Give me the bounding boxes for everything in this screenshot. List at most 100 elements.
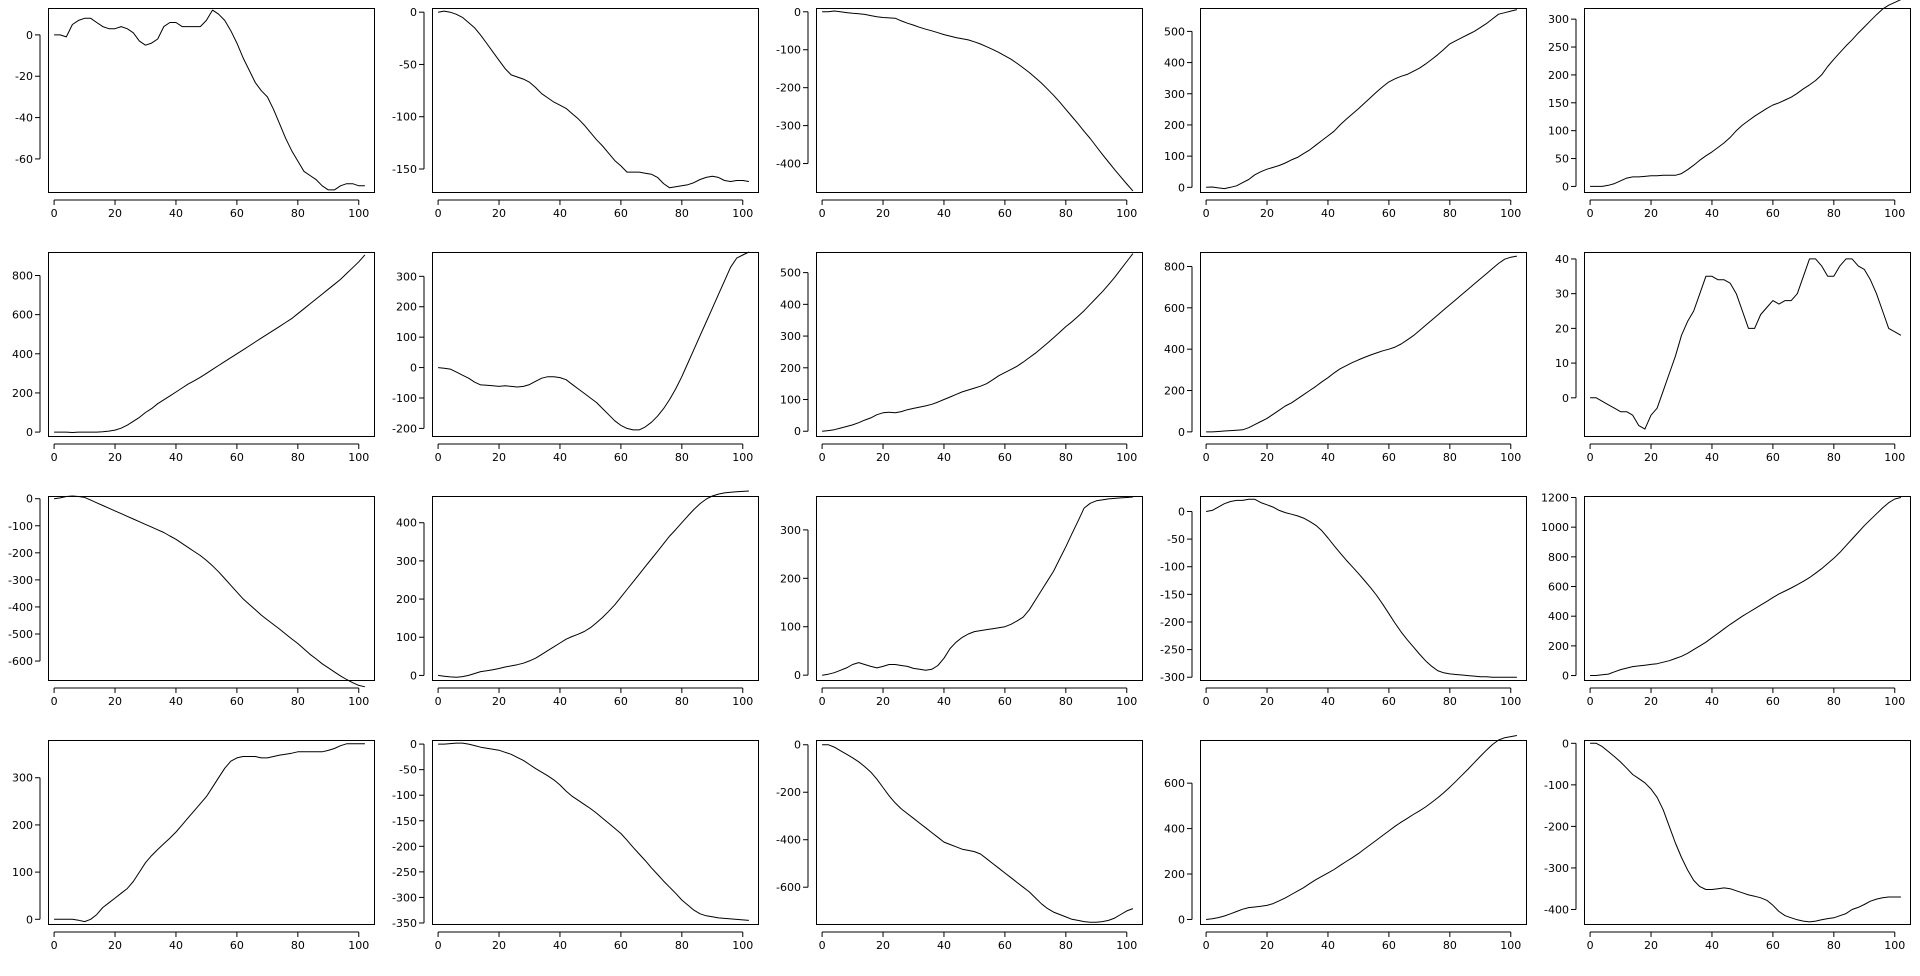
x-tick-label: 0 [819,207,826,220]
y-tick-label: -300 [1160,671,1185,684]
plot-frame [1200,496,1527,681]
x-tick-label: 80 [291,207,305,220]
line-chart-16: 0 20 40 60 80 100 0 100 200 300 [12,740,375,952]
line-chart-8: 0 20 40 60 80 100 0 100 200 300 400 500 [780,252,1143,464]
y-tick-label: 250 [1548,41,1569,54]
line-chart-3: 0 20 40 60 80 100 -400 -300 -200 -100 0 [776,6,1143,220]
x-tick-label: 60 [230,451,244,464]
x-tick-label: 100 [1500,695,1521,708]
y-tick-label: 10 [1555,357,1569,370]
x-tick-label: 100 [1884,207,1905,220]
plot-frame [48,740,375,925]
y-tick-label: 200 [1164,385,1185,398]
y-tick-label: 300 [1548,13,1569,26]
line-chart-19: 0 20 40 60 80 100 0 200 400 600 [1164,735,1527,952]
x-tick-label: 20 [876,939,890,952]
y-tick-label: 0 [1178,426,1185,439]
y-tick-label: -400 [776,158,801,171]
x-tick-label: 40 [937,207,951,220]
x-tick-label: 100 [1116,939,1137,952]
x-tick-label: 80 [1443,695,1457,708]
y-tick-label: 300 [396,555,417,568]
y-tick-label: 200 [12,819,33,832]
y-tick-label: 300 [396,270,417,283]
x-tick-label: 0 [51,939,58,952]
y-tick-label: 400 [12,348,33,361]
y-tick-label: 0 [410,6,417,19]
y-tick-label: 0 [410,669,417,682]
y-tick-label: 800 [1548,551,1569,564]
x-tick-label: 40 [1321,451,1335,464]
y-tick-label: 200 [1164,119,1185,132]
series-line [438,10,749,189]
x-tick-label: 40 [1321,939,1335,952]
y-tick-label: 20 [1555,322,1569,335]
series-line [438,251,750,431]
line-chart-5: 0 20 40 60 80 100 0 50 100 150 200 250 300 [1548,0,1911,220]
x-tick-label: 20 [108,207,122,220]
y-tick-label: 400 [1548,610,1569,623]
y-tick-label: 100 [396,331,417,344]
series-line [54,254,366,433]
y-tick-label: -500 [8,628,33,641]
y-tick-label: -400 [8,601,33,614]
y-tick-label: 100 [1164,150,1185,163]
x-tick-label: 20 [492,207,506,220]
x-tick-label: 0 [1203,939,1210,952]
y-tick-label: -150 [392,163,417,176]
y-tick-label: 40 [1555,253,1569,266]
x-tick-label: 60 [230,695,244,708]
plot-frame [816,496,1143,681]
line-chart-17: 0 20 40 60 80 100 -350 -300 -250 -200 -150 -100 -50 0 [392,738,759,952]
line-chart-11: 0 20 40 60 80 100 -600 -500 -400 -300 -200 -100 0 [8,493,375,708]
x-tick-label: 20 [1644,939,1658,952]
x-tick-label: 80 [1827,207,1841,220]
x-tick-label: 0 [435,695,442,708]
x-tick-label: 60 [1382,451,1396,464]
y-tick-label: 100 [780,621,801,634]
y-tick-label: 600 [1548,581,1569,594]
y-tick-label: -60 [15,153,33,166]
series-line [1590,742,1901,923]
series-line [822,253,1134,432]
y-tick-label: -20 [15,70,33,83]
x-tick-label: 60 [998,939,1012,952]
x-tick-label: 100 [732,939,753,952]
y-tick-label: 0 [794,6,801,19]
x-tick-label: 40 [1321,695,1335,708]
x-tick-label: 60 [1382,939,1396,952]
x-tick-label: 60 [1766,939,1780,952]
y-tick-label: 0 [26,493,33,506]
x-tick-label: 20 [492,695,506,708]
y-tick-label: 150 [1548,97,1569,110]
line-chart-7: 0 20 40 60 80 100 -200 -100 0 100 200 300 [392,251,759,464]
x-tick-label: 20 [108,451,122,464]
plot-frame [432,252,759,437]
y-tick-label: -50 [399,58,417,71]
y-tick-label: -600 [776,881,801,894]
y-tick-label: 1000 [1541,521,1569,534]
y-tick-label: -50 [1167,533,1185,546]
y-tick-label: -50 [399,764,417,777]
plot-frame [432,740,759,925]
x-tick-label: 40 [1705,695,1719,708]
y-tick-label: -100 [1160,561,1185,574]
y-tick-label: -200 [776,786,801,799]
y-tick-label: -150 [392,815,417,828]
series-line [822,744,1134,923]
x-tick-label: 40 [169,939,183,952]
x-tick-label: 60 [998,207,1012,220]
x-tick-label: 40 [169,451,183,464]
y-tick-label: 0 [794,425,801,438]
x-tick-label: 0 [819,695,826,708]
y-tick-label: -200 [392,422,417,435]
x-tick-label: 60 [998,695,1012,708]
y-tick-label: 400 [1164,823,1185,836]
y-tick-label: -100 [8,520,33,533]
x-tick-label: 100 [348,207,369,220]
x-tick-label: 100 [1884,451,1905,464]
y-tick-label: 0 [26,426,33,439]
series-line [1206,255,1517,433]
x-tick-label: 60 [230,207,244,220]
x-tick-label: 60 [614,939,628,952]
